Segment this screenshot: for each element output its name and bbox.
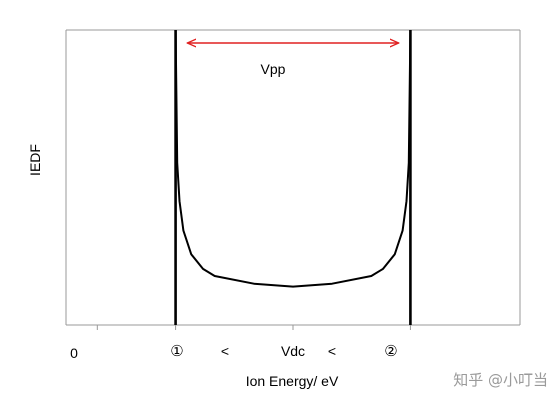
x-tick-label-less-than-1: < (221, 343, 229, 359)
iedf-curve-0 (174, 29, 412, 288)
y-axis-label: IEDF (27, 144, 43, 176)
x-tick-label-vdc: Vdc (281, 343, 305, 359)
x-tick-label-1: ① (170, 343, 183, 360)
x-tick-label-less-than-2: < (328, 343, 336, 359)
x-tick-label-zero: 0 (70, 345, 78, 361)
watermark: 知乎 @小叮当 (453, 371, 548, 389)
vpp-label: Vpp (261, 61, 286, 77)
x-tick-label-2: ② (384, 343, 397, 360)
series-layer (174, 29, 412, 325)
x-ticks (96, 325, 411, 330)
x-axis-label: Ion Energy/ eV (246, 373, 339, 389)
